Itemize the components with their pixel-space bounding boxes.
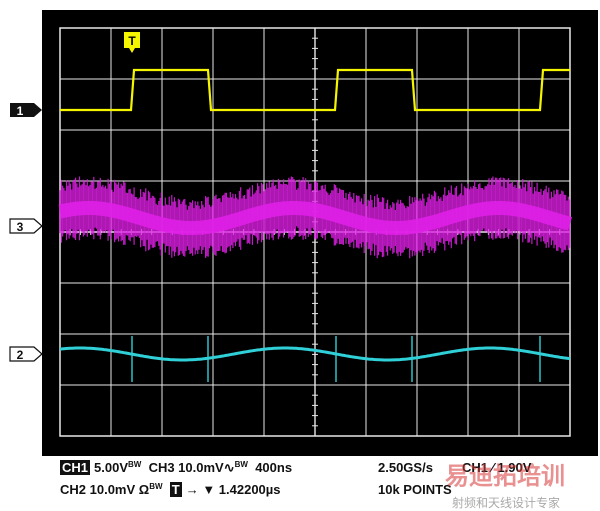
trigger-source: CH1 [462, 460, 489, 475]
trigger-marker-label: T [128, 34, 136, 48]
readout-row-1: CH1 5.00VBW CH3 10.0mV∿BW 400ns [60, 460, 292, 476]
ch1-marker-label: 1 [17, 104, 24, 118]
ch1-trace [60, 68, 570, 112]
ch3-core [58, 201, 573, 235]
ch2-marker[interactable]: 2 [9, 346, 43, 362]
ch2-marker-label: 2 [17, 348, 24, 362]
ch1-badge: CH1 [60, 460, 91, 475]
rising-edge-icon: ∕ [491, 460, 494, 475]
ch3-trace [58, 176, 573, 259]
watermark-logo: 易迪拓培训 [445, 462, 565, 490]
ac-coupling-icon: ∿ [223, 460, 235, 475]
ch3-marker[interactable]: 3 [9, 218, 43, 234]
readout-acq: 2.50GS/s [378, 460, 433, 475]
trigger-position-icon: T [169, 482, 182, 497]
readout-points: 10k POINTS [378, 482, 452, 497]
bandwidth-limit-icon-ch2: BW [149, 482, 163, 491]
bandwidth-limit-icon-ch3: BW [234, 460, 248, 469]
ch2-wave [59, 346, 571, 362]
bandwidth-limit-icon: BW [128, 460, 142, 469]
record-length: 10k POINTS [378, 482, 452, 497]
trigger-level: 1.90V [497, 460, 532, 475]
ch1-scale: 5.00V [94, 460, 128, 475]
ch2-trace [59, 336, 571, 382]
sample-rate: 2.50GS/s [378, 460, 433, 475]
ch3-scale: CH3 10.0mV [148, 460, 224, 475]
trigger-delay: → ▼ 1.42200µs [185, 482, 281, 497]
trigger-marker[interactable]: T [124, 32, 140, 53]
ch3-marker-label: 3 [17, 220, 24, 234]
ch1-marker[interactable]: 1 [10, 103, 42, 118]
watermark-tagline: 射频和天线设计专家 [452, 496, 561, 510]
timebase: 400ns [255, 460, 293, 475]
readout-trigger: CH1 ∕ 1.90V [462, 460, 531, 475]
readout-row-2: CH2 10.0mV ΩBW T → ▼ 1.42200µs [60, 482, 281, 497]
ch2-scale: CH2 10.0mV Ω [60, 482, 150, 497]
